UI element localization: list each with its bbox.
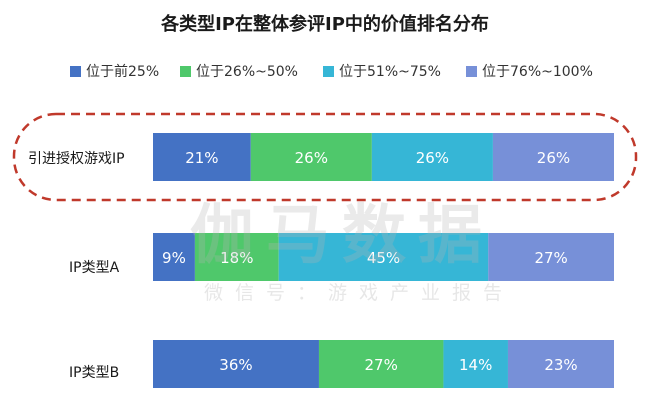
legend-swatch bbox=[180, 65, 191, 77]
data-label: 27% bbox=[534, 249, 567, 267]
legend-item: 位于76%~100% bbox=[466, 61, 593, 81]
bar-segment bbox=[278, 233, 489, 281]
bar-segment bbox=[153, 133, 251, 181]
data-label: 36% bbox=[219, 356, 252, 374]
bar-segment bbox=[318, 340, 444, 388]
category-label: IP类型A bbox=[69, 260, 120, 276]
data-label: 14% bbox=[459, 356, 492, 374]
data-label: 45% bbox=[367, 249, 400, 267]
data-label: 9% bbox=[162, 249, 186, 267]
legend-label: 位于76%~100% bbox=[482, 64, 593, 80]
legend-swatch bbox=[466, 65, 477, 77]
category-label: 引进授权游戏IP bbox=[28, 151, 125, 167]
bar-segment bbox=[488, 233, 614, 281]
data-label: 26% bbox=[537, 149, 570, 167]
bar-segment bbox=[250, 133, 372, 181]
watermark-subtitle: 微信号：游戏产业报告 bbox=[204, 282, 515, 304]
bar-segment bbox=[153, 340, 319, 388]
data-label: 18% bbox=[220, 249, 253, 267]
bar-segment bbox=[371, 133, 493, 181]
bar-segment bbox=[492, 133, 614, 181]
bar-segment bbox=[153, 233, 195, 281]
data-label: 21% bbox=[185, 149, 218, 167]
legend-label: 位于51%~75% bbox=[339, 64, 441, 80]
legend-swatch bbox=[323, 65, 334, 77]
watermark-logo: 伽马数据 bbox=[190, 199, 494, 273]
legend: 位于前25% 位于26%~50% 位于51%~75% 位于76%~100% bbox=[0, 61, 650, 83]
data-label: 26% bbox=[295, 149, 328, 167]
data-label: 23% bbox=[544, 356, 577, 374]
legend-swatch bbox=[70, 65, 81, 77]
legend-label: 位于前25% bbox=[86, 64, 160, 80]
legend-item: 位于26%~50% bbox=[180, 61, 298, 81]
data-label: 27% bbox=[365, 356, 398, 374]
legend-item: 位于前25% bbox=[70, 61, 159, 81]
bar-segment bbox=[443, 340, 508, 388]
highlight-outline bbox=[12, 112, 638, 202]
bar-segment bbox=[194, 233, 279, 281]
data-label: 26% bbox=[416, 149, 449, 167]
chart-title: 各类型IP在整体参评IP中的价值排名分布 bbox=[161, 14, 489, 35]
category-label: IP类型B bbox=[69, 365, 120, 381]
legend-label: 位于26%~50% bbox=[196, 64, 298, 80]
bar-segment bbox=[507, 340, 614, 388]
legend-item: 位于51%~75% bbox=[323, 61, 441, 81]
